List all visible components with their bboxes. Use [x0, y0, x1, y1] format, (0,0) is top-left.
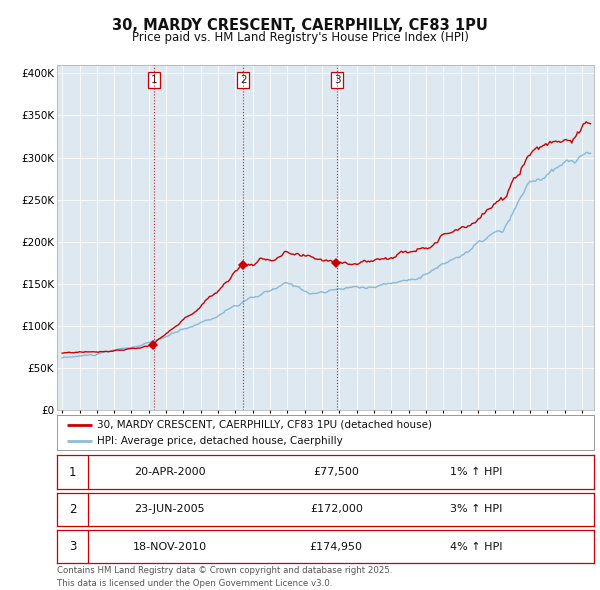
Text: £77,500: £77,500 — [313, 467, 359, 477]
Text: 3% ↑ HPI: 3% ↑ HPI — [449, 504, 502, 514]
Text: 2: 2 — [69, 503, 76, 516]
Text: £172,000: £172,000 — [310, 504, 362, 514]
Text: 20-APR-2000: 20-APR-2000 — [134, 467, 206, 477]
Text: 1: 1 — [69, 466, 76, 479]
Text: 23-JUN-2005: 23-JUN-2005 — [134, 504, 205, 514]
Text: 2: 2 — [240, 75, 247, 85]
Text: £174,950: £174,950 — [310, 542, 363, 552]
Text: Price paid vs. HM Land Registry's House Price Index (HPI): Price paid vs. HM Land Registry's House … — [131, 31, 469, 44]
Text: 18-NOV-2010: 18-NOV-2010 — [133, 542, 207, 552]
Text: This data is licensed under the Open Government Licence v3.0.: This data is licensed under the Open Gov… — [57, 579, 332, 588]
Text: HPI: Average price, detached house, Caerphilly: HPI: Average price, detached house, Caer… — [97, 436, 343, 446]
Text: 4% ↑ HPI: 4% ↑ HPI — [449, 542, 502, 552]
Text: 30, MARDY CRESCENT, CAERPHILLY, CF83 1PU (detached house): 30, MARDY CRESCENT, CAERPHILLY, CF83 1PU… — [97, 419, 432, 430]
Text: 3: 3 — [334, 75, 340, 85]
Text: 3: 3 — [69, 540, 76, 553]
Text: 1: 1 — [151, 75, 157, 85]
Text: 30, MARDY CRESCENT, CAERPHILLY, CF83 1PU: 30, MARDY CRESCENT, CAERPHILLY, CF83 1PU — [112, 18, 488, 32]
Text: 1% ↑ HPI: 1% ↑ HPI — [449, 467, 502, 477]
Text: Contains HM Land Registry data © Crown copyright and database right 2025.: Contains HM Land Registry data © Crown c… — [57, 566, 392, 575]
